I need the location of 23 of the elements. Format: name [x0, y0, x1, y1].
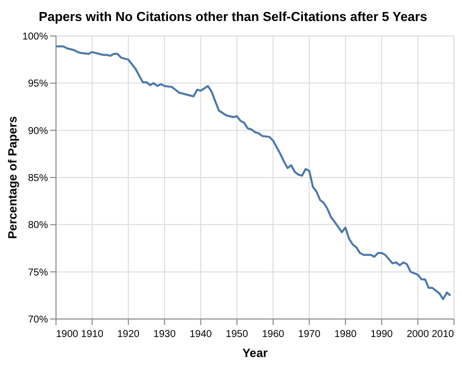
y-tick-label: 75%	[28, 267, 48, 278]
y-tick-label: 70%	[28, 314, 48, 326]
x-tick-label: 1900	[56, 329, 79, 340]
x-tick-label: 2000	[406, 329, 430, 340]
x-tick-label: 1980	[334, 329, 358, 340]
x-tick-label: 1910	[81, 329, 104, 340]
x-tick-label: 1990	[370, 329, 394, 340]
line-series	[56, 45, 452, 300]
x-tick-label: 1970	[298, 329, 321, 340]
y-axis-title: Percentage of Papers	[5, 116, 20, 239]
x-tick-label: 1920	[117, 329, 140, 340]
y-tick-label: 100%	[22, 32, 48, 43]
x-axis-title: Year	[242, 346, 268, 360]
x-tick-label: 1950	[226, 329, 248, 340]
x-tick-label: 1940	[190, 329, 212, 340]
chart-title: Papers with No Citations other than Self-Citations after 5 Years	[38, 8, 428, 26]
x-tick-label: 2010	[432, 329, 454, 340]
y-tick-label: 90%	[28, 126, 48, 137]
x-tick-label: 1960	[262, 329, 285, 340]
y-tick-label: 85%	[28, 173, 48, 184]
x-tick-label: 1930	[153, 329, 176, 340]
y-tick-label: 80%	[28, 220, 48, 232]
y-tick-label: 95%	[28, 78, 48, 90]
